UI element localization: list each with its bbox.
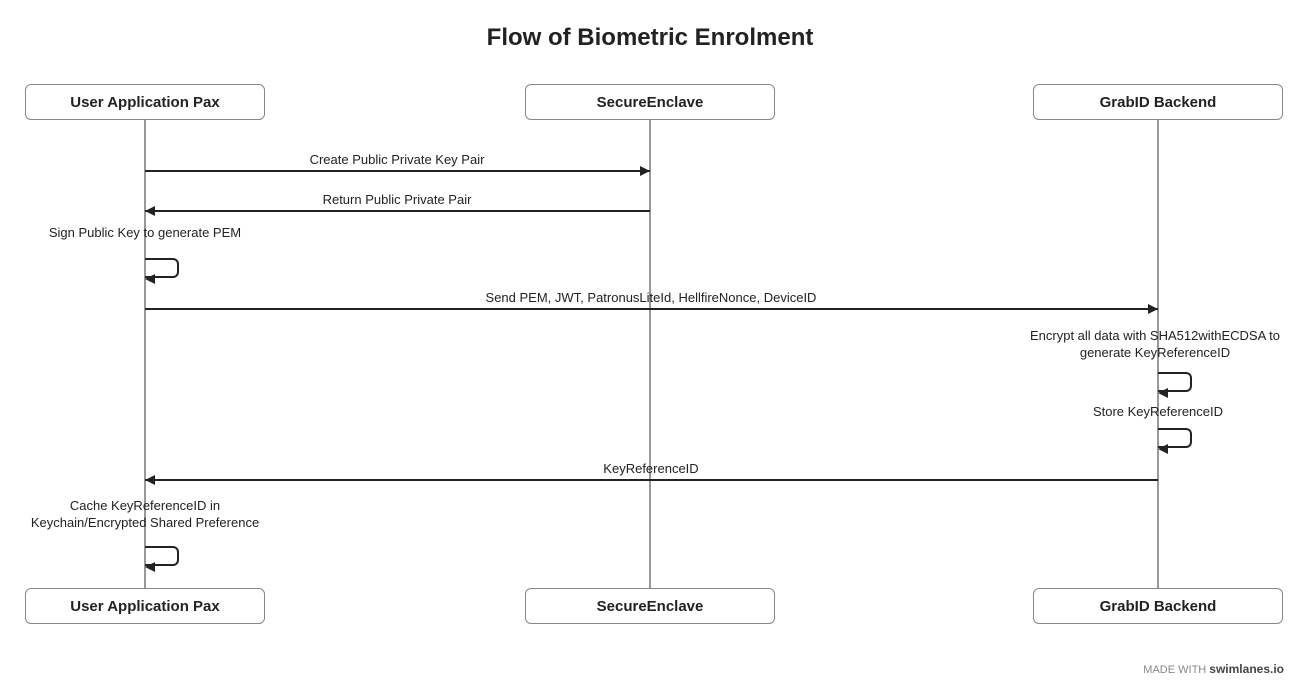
message-label: Send PEM, JWT, PatronusLiteId, HellfireN… xyxy=(401,290,901,307)
arrow-head-icon xyxy=(1158,388,1168,398)
arrow-head-icon xyxy=(1158,444,1168,454)
message-arrow xyxy=(145,479,1158,481)
arrow-head-icon xyxy=(145,475,155,485)
arrow-head-icon xyxy=(640,166,650,176)
message-label: Store KeyReferenceID xyxy=(1058,404,1258,421)
arrow-head-icon xyxy=(145,206,155,216)
diagram-title: Flow of Biometric Enrolment xyxy=(0,24,1300,52)
actor-bottom-backend: GrabID Backend xyxy=(1033,588,1283,624)
arrow-head-icon xyxy=(145,562,155,572)
message-label: Return Public Private Pair xyxy=(247,192,547,209)
lifeline-enclave xyxy=(649,120,651,588)
message-label: Create Public Private Key Pair xyxy=(247,152,547,169)
message-arrow xyxy=(145,210,650,212)
footer-prefix: MADE WITH xyxy=(1143,664,1209,676)
arrow-head-icon xyxy=(145,274,155,284)
footer-brand: swimlanes.io xyxy=(1209,662,1284,676)
message-arrow xyxy=(145,170,650,172)
actor-top-backend: GrabID Backend xyxy=(1033,84,1283,120)
actor-bottom-pax: User Application Pax xyxy=(25,588,265,624)
actor-top-enclave: SecureEnclave xyxy=(525,84,775,120)
actor-top-pax: User Application Pax xyxy=(25,84,265,120)
arrow-head-icon xyxy=(1148,304,1158,314)
message-label: Encrypt all data with SHA512withECDSA to… xyxy=(1015,328,1295,362)
actor-bottom-enclave: SecureEnclave xyxy=(525,588,775,624)
message-arrow xyxy=(145,308,1158,310)
message-label: KeyReferenceID xyxy=(551,461,751,478)
footer-attribution: MADE WITH swimlanes.io xyxy=(1143,662,1284,676)
message-label: Sign Public Key to generate PEM xyxy=(15,225,275,242)
message-label: Cache KeyReferenceID in Keychain/Encrypt… xyxy=(5,498,285,532)
